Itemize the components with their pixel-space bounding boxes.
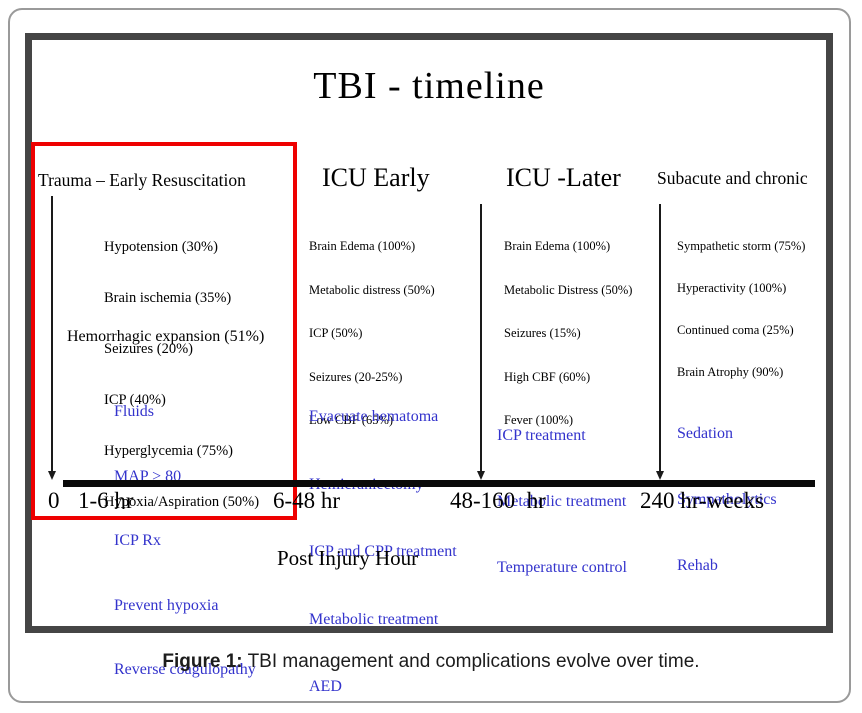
list-item: Brain ischemia (35%) (104, 290, 232, 306)
list-item: Prevent hypoxia (114, 596, 219, 614)
timeline-tick-6-48hr: 6-48 hr (273, 488, 341, 513)
down-arrow-head-3 (656, 471, 664, 480)
page-rounded-border (8, 8, 851, 703)
list-item: Metabolic treatment (309, 610, 439, 628)
list-item: ICP treatment (497, 427, 586, 444)
caption-text: TBI management and complications evolve … (247, 651, 700, 672)
list-item: Sympatholytics (677, 491, 777, 508)
trauma-complications-list: Hypotension (30%) Brain ischemia (35%) S… (104, 205, 259, 545)
list-item: Brain Atrophy (90%) (677, 365, 784, 379)
phase-header-icu-later: ICU -Later (506, 163, 621, 192)
figure-title: TBI - timeline (313, 65, 545, 107)
timeline-tick-48-160hr: 48-160 hr (450, 488, 546, 513)
axis-label-post-injury-hour: Post Injury Hour (277, 546, 419, 570)
timeline-tick-1-6hr: 1-6 hr (78, 488, 134, 513)
down-arrow-line-2 (480, 204, 482, 472)
hemorrhagic-expansion-note: Hemorrhagic expansion (51%) (67, 328, 265, 345)
list-item: Sympathetic storm (75%) (677, 239, 806, 253)
figure-caption: Figure 1: TBI management and complicatio… (0, 651, 862, 673)
list-item: Metabolic treatment (497, 493, 627, 510)
subacute-complications-list: Sympathetic storm (75%) Hyperactivity (1… (677, 211, 805, 407)
list-item: Fever (100%) (504, 413, 574, 427)
list-item: High CBF (60%) (504, 369, 591, 384)
list-item: Continued coma (25%) (677, 323, 794, 337)
highlight-red-box (31, 142, 297, 520)
list-item: Rehab (677, 557, 718, 574)
phase-header-icu-early: ICU Early (322, 163, 430, 192)
list-item: Seizures (15%) (504, 326, 581, 340)
down-arrow-line-1 (51, 196, 53, 472)
list-item: Reverse coagulopathy (114, 661, 256, 678)
figure-frame (25, 33, 833, 633)
list-item: Hyperglycemia (75%) (104, 443, 233, 459)
list-item: Seizures (20%) (104, 341, 193, 357)
list-item: AED (309, 678, 342, 695)
timeline-tick-0: 0 (48, 488, 60, 513)
list-item: Hypoxia/Aspiration (50%) (104, 494, 260, 510)
list-item: Hyperactivity (100%) (677, 281, 787, 295)
list-item: Brain Edema (100%) (504, 239, 611, 253)
list-item: Sedation (677, 425, 733, 442)
trauma-treatments-list: Fluids MAP > 80 ICP Rx Prevent hypoxia R… (114, 358, 256, 713)
list-item: ICP and CPP treatment (309, 543, 457, 560)
list-item: ICP (40%) (104, 392, 166, 408)
phase-header-trauma: Trauma – Early Resuscitation (38, 170, 246, 190)
timeline-tick-240hr-weeks: 240 hr-weeks (640, 488, 765, 513)
caption-label: Figure 1: (162, 651, 243, 672)
icu-early-complications-list: Brain Edema (100%) Metabolic distress (5… (309, 210, 435, 457)
icu-later-treatments-list: ICP treatment Metabolic treatment Temper… (497, 381, 627, 623)
list-item: Metabolic Distress (50%) (504, 282, 633, 297)
list-item: Brain Edema (100%) (309, 239, 416, 253)
down-arrow-line-3 (659, 204, 661, 472)
list-item: Low CBF (65%) (309, 413, 394, 427)
list-item: ICP (50%) (309, 326, 363, 340)
down-arrow-head-1 (48, 471, 56, 480)
icu-later-complications-list: Brain Edema (100%) Metabolic Distress (5… (504, 210, 632, 457)
list-item: ICP Rx (114, 532, 161, 549)
down-arrow-head-2 (477, 471, 485, 480)
list-item: Seizures (20-25%) (309, 369, 403, 384)
list-item: Metabolic distress (50%) (309, 282, 435, 297)
timeline-axis-bar (63, 480, 815, 487)
phase-header-subacute: Subacute and chronic (657, 168, 808, 188)
list-item: Hypotension (30%) (104, 239, 218, 255)
list-item: Evacuate hematoma (309, 408, 439, 425)
list-item: Temperature control (497, 559, 627, 576)
list-item: Fluids (114, 403, 155, 420)
subacute-treatments-list: Sedation Sympatholytics Rehab (677, 379, 777, 621)
